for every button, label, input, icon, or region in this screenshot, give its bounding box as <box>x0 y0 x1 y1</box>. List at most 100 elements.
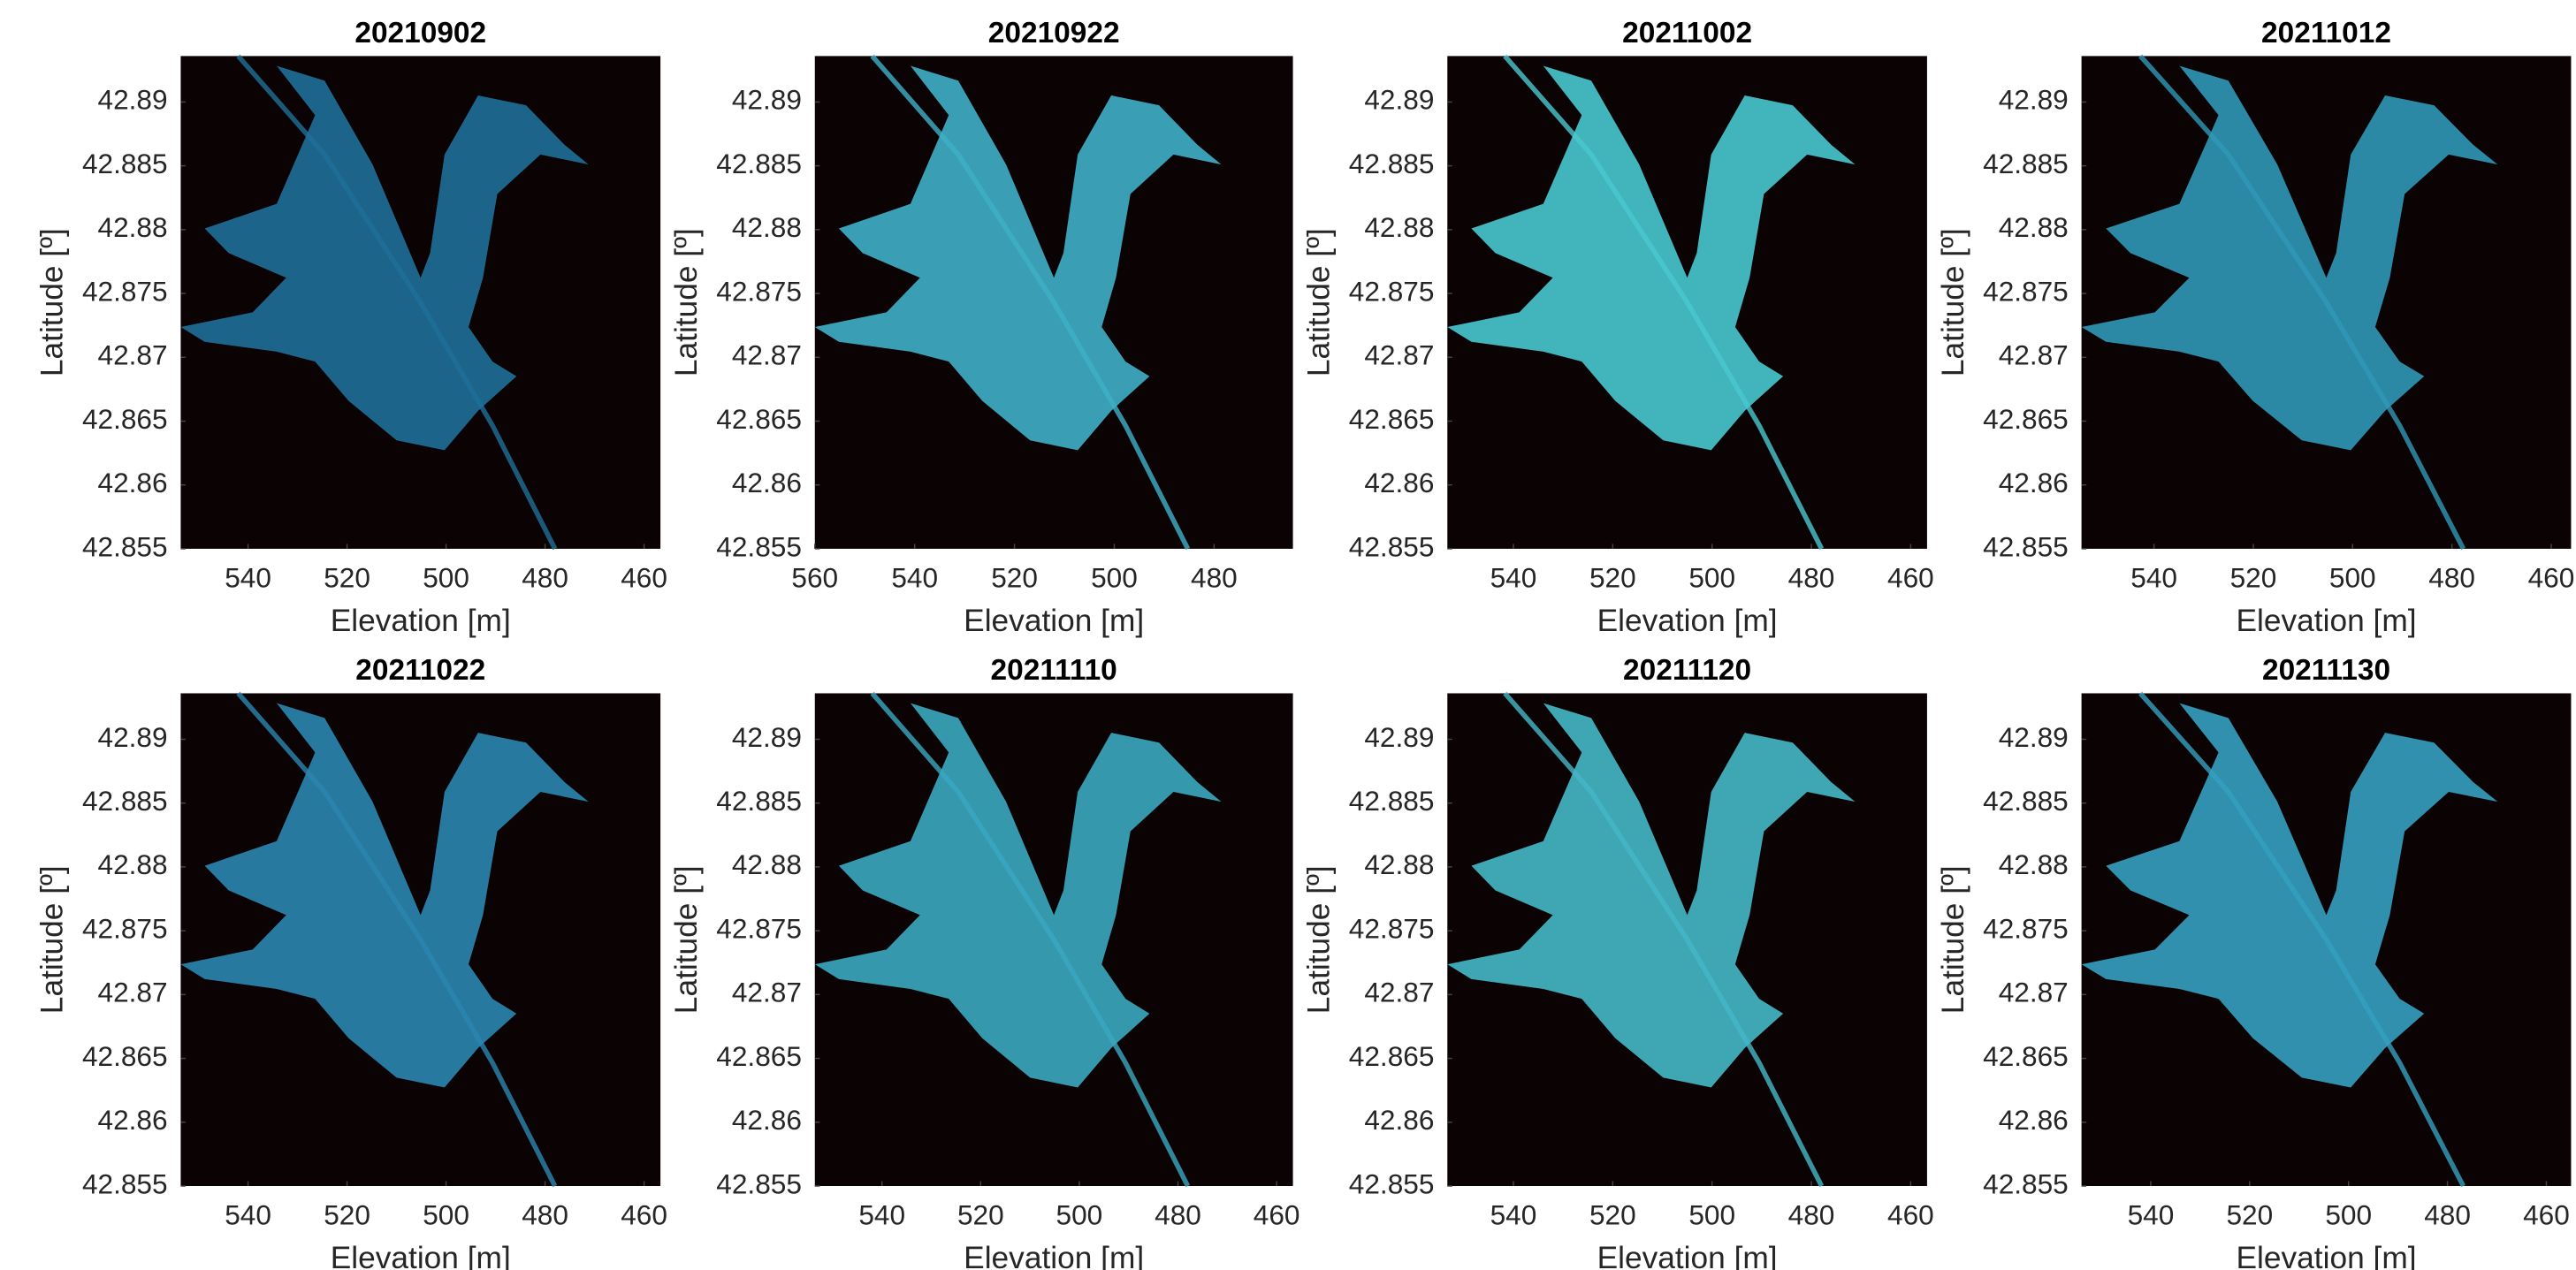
y-tick-label: 42.86 <box>732 1104 802 1136</box>
x-tick-label: 540 <box>891 562 938 594</box>
y-tick-label: 42.89 <box>732 721 802 753</box>
x-tick-label: 500 <box>1688 562 1735 594</box>
y-axis-label: Latitude [º] <box>669 865 704 1014</box>
y-tick-label: 42.87 <box>732 339 802 371</box>
panel-title: 20211012 <box>2261 17 2391 49</box>
x-axis-label: Elevation [m] <box>964 1241 1144 1270</box>
x-tick-label: 520 <box>1589 562 1636 594</box>
x-tick-label: 560 <box>791 562 838 594</box>
y-tick-label: 42.855 <box>1349 530 1435 562</box>
x-tick-label: 500 <box>423 1199 469 1231</box>
y-tick-label: 42.885 <box>82 148 168 179</box>
y-tick-label: 42.87 <box>98 977 168 1008</box>
y-tick-label: 42.855 <box>1349 1167 1435 1199</box>
y-tick-label: 42.87 <box>1999 339 2069 371</box>
x-tick-label: 500 <box>1056 1199 1103 1231</box>
y-tick-label: 42.86 <box>1999 1104 2069 1136</box>
x-tick-label: 460 <box>2523 1199 2570 1231</box>
y-tick-label: 42.88 <box>732 211 802 243</box>
y-tick-label: 42.86 <box>1364 1104 1434 1136</box>
y-tick-label: 42.875 <box>1983 912 2069 944</box>
y-axis-label: Latitude [º] <box>1936 865 1970 1014</box>
y-tick-label: 42.885 <box>1983 148 2069 179</box>
y-tick-label: 42.885 <box>1983 785 2069 817</box>
x-tick-label: 460 <box>1887 562 1934 594</box>
x-tick-label: 520 <box>991 562 1038 594</box>
y-tick-label: 42.855 <box>82 530 168 562</box>
y-axis-label: Latitude [º] <box>35 865 70 1014</box>
y-tick-label: 42.89 <box>1999 84 2069 116</box>
y-axis-label: Latitude [º] <box>669 228 704 376</box>
x-tick-label: 480 <box>1788 562 1835 594</box>
x-tick-label: 540 <box>2128 1199 2175 1231</box>
y-tick-label: 42.89 <box>1364 721 1434 753</box>
panel-title: 20211002 <box>1622 17 1752 49</box>
y-tick-label: 42.885 <box>716 148 802 179</box>
x-axis-label: Elevation [m] <box>1597 604 1778 638</box>
panel-title: 20210902 <box>354 17 486 49</box>
x-tick-label: 520 <box>1589 1199 1636 1231</box>
x-tick-label: 520 <box>324 1199 370 1231</box>
x-tick-label: 540 <box>225 562 271 594</box>
y-tick-label: 42.89 <box>732 84 802 116</box>
y-tick-label: 42.865 <box>1349 403 1435 435</box>
panel-title: 20211120 <box>1623 654 1751 687</box>
panel: 2021090254052050048046042.85542.8642.865… <box>35 17 667 638</box>
y-tick-label: 42.89 <box>98 84 168 116</box>
y-tick-label: 42.875 <box>716 275 802 307</box>
x-tick-label: 480 <box>1191 562 1238 594</box>
page: {"chart_data": [ {"type": "image", "titl… <box>0 0 2576 1270</box>
y-tick-label: 42.865 <box>82 403 168 435</box>
y-tick-label: 42.88 <box>98 211 168 243</box>
y-tick-label: 42.855 <box>716 530 802 562</box>
y-tick-label: 42.885 <box>82 785 168 817</box>
x-tick-label: 460 <box>1887 1199 1934 1231</box>
y-tick-label: 42.885 <box>716 785 802 817</box>
y-tick-label: 42.88 <box>1364 211 1434 243</box>
y-tick-label: 42.875 <box>1983 275 2069 307</box>
y-tick-label: 42.865 <box>716 1040 802 1072</box>
x-axis-label: Elevation [m] <box>2237 604 2417 638</box>
y-tick-label: 42.86 <box>1999 467 2069 498</box>
x-tick-label: 460 <box>2528 562 2575 594</box>
x-axis-label: Elevation [m] <box>964 604 1144 638</box>
x-tick-label: 500 <box>2329 562 2376 594</box>
x-tick-label: 500 <box>2325 1199 2372 1231</box>
x-axis-label: Elevation [m] <box>331 604 511 638</box>
x-tick-label: 520 <box>2226 1199 2273 1231</box>
x-tick-label: 520 <box>2230 562 2277 594</box>
panel-title: 20211022 <box>355 654 485 687</box>
figure: 2021090254052050048046042.85542.8642.865… <box>0 0 2576 1270</box>
y-tick-label: 42.86 <box>1364 467 1434 498</box>
y-tick-label: 42.875 <box>1349 912 1435 944</box>
x-tick-label: 520 <box>324 562 370 594</box>
y-axis-label: Latitude [º] <box>35 228 70 376</box>
body: 2021090254052050048046042.85542.8642.865… <box>0 0 2576 1270</box>
y-tick-label: 42.86 <box>98 467 168 498</box>
y-tick-label: 42.88 <box>1999 848 2069 880</box>
y-tick-label: 42.88 <box>98 848 168 880</box>
y-tick-label: 42.855 <box>1983 1167 2069 1199</box>
y-tick-label: 42.87 <box>732 977 802 1008</box>
y-tick-label: 42.875 <box>82 912 168 944</box>
x-axis-label: Elevation [m] <box>331 1241 511 1270</box>
x-tick-label: 540 <box>2130 562 2177 594</box>
x-tick-label: 540 <box>1490 562 1537 594</box>
y-tick-label: 42.865 <box>1349 1040 1435 1072</box>
x-tick-label: 500 <box>423 562 469 594</box>
x-tick-label: 460 <box>621 1199 667 1231</box>
x-tick-label: 480 <box>1788 1199 1835 1231</box>
y-tick-label: 42.865 <box>1983 403 2069 435</box>
panel-title: 20211110 <box>991 654 1117 687</box>
y-tick-label: 42.855 <box>82 1167 168 1199</box>
x-tick-label: 520 <box>957 1199 1004 1231</box>
y-axis-label: Latitude [º] <box>1936 228 1970 376</box>
panel: 2021111054052050048046042.85542.8642.865… <box>669 654 1299 1270</box>
panel-title: 20210922 <box>988 17 1120 49</box>
y-tick-label: 42.865 <box>82 1040 168 1072</box>
x-axis-label: Elevation [m] <box>2237 1241 2417 1270</box>
